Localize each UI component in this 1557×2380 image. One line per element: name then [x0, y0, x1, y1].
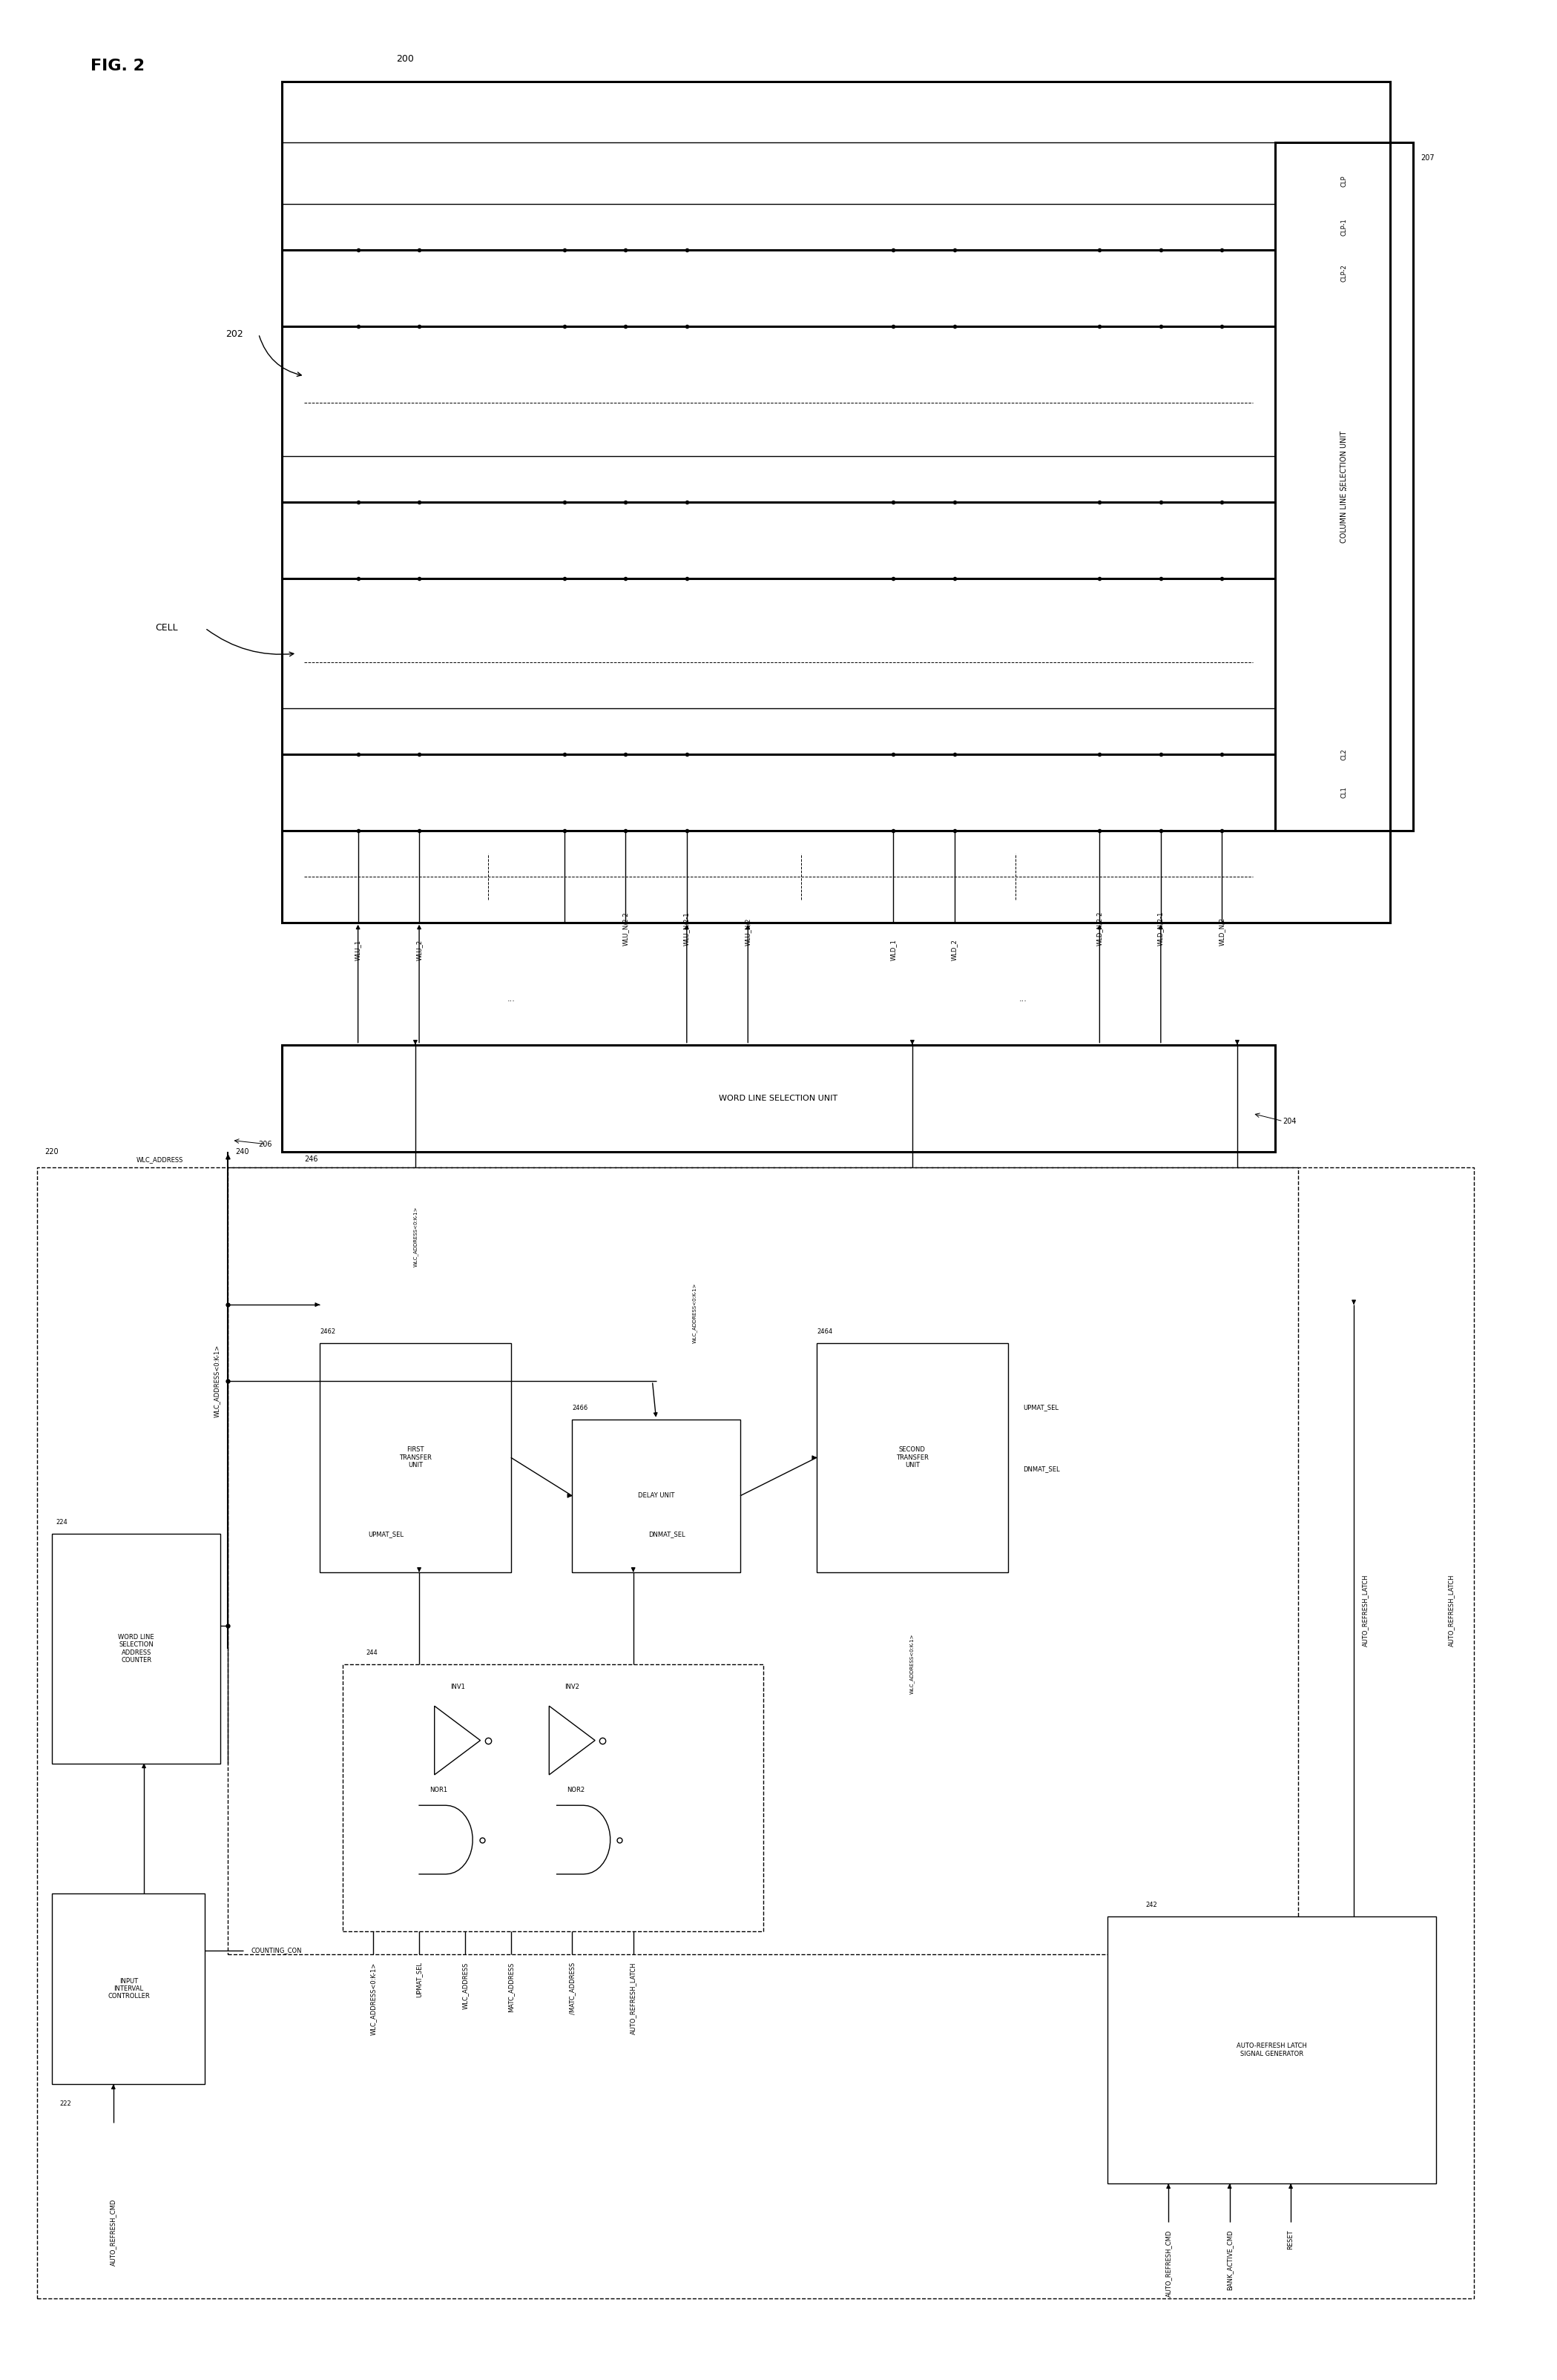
Text: AUTO_REFRESH_CMD: AUTO_REFRESH_CMD: [1165, 2230, 1172, 2297]
Text: 222: 222: [59, 2099, 72, 2106]
Text: COUNTING_CON: COUNTING_CON: [251, 1947, 302, 1954]
Text: UPMAT_SEL: UPMAT_SEL: [416, 1961, 422, 1997]
Bar: [1107, 1916, 1436, 2185]
Text: DELAY UNIT: DELAY UNIT: [638, 1492, 674, 1499]
Text: 2466: 2466: [571, 1404, 589, 1411]
Text: CL2: CL2: [1341, 747, 1348, 759]
Text: 244: 244: [366, 1649, 377, 1656]
Text: WLD_N/2-1: WLD_N/2-1: [1157, 912, 1165, 945]
Bar: [817, 1342, 1007, 1573]
Text: SECOND
TRANSFER
UNIT: SECOND TRANSFER UNIT: [895, 1447, 928, 1468]
Text: CELL: CELL: [156, 624, 177, 633]
Text: INV2: INV2: [565, 1683, 579, 1690]
Text: WLC_ADDRESS<0:K-1>: WLC_ADDRESS<0:K-1>: [371, 1961, 377, 2035]
Text: WLD_1: WLD_1: [891, 940, 897, 962]
Text: 2464: 2464: [817, 1328, 833, 1335]
Text: 2462: 2462: [319, 1328, 335, 1335]
Text: WLU_N/2-1: WLU_N/2-1: [684, 912, 690, 945]
Text: AUTO_REFRESH_LATCH: AUTO_REFRESH_LATCH: [631, 1961, 637, 2035]
Text: 220: 220: [45, 1147, 58, 1154]
Text: 207: 207: [1420, 155, 1434, 162]
Bar: [343, 1664, 763, 1933]
Text: WLD_2: WLD_2: [951, 940, 958, 962]
Text: FIG. 2: FIG. 2: [90, 60, 145, 74]
Text: AUTO_REFRESH_LATCH: AUTO_REFRESH_LATCH: [1448, 1573, 1454, 1647]
Text: DNMAT_SEL: DNMAT_SEL: [1023, 1466, 1060, 1473]
Text: AUTO_REFRESH_CMD: AUTO_REFRESH_CMD: [111, 2199, 117, 2266]
Text: ...: ...: [1341, 483, 1348, 490]
Text: 240: 240: [235, 1147, 249, 1154]
Text: 246: 246: [305, 1157, 318, 1164]
Bar: [37, 1166, 1474, 2299]
Text: CLP-1: CLP-1: [1341, 219, 1348, 236]
Text: 224: 224: [56, 1518, 67, 1526]
Text: RESET: RESET: [1288, 2230, 1294, 2249]
Text: WLC_ADDRESS: WLC_ADDRESS: [137, 1157, 184, 1164]
Text: WLC_ADDRESS<0:K-1>: WLC_ADDRESS<0:K-1>: [413, 1207, 417, 1266]
Text: 204: 204: [1283, 1119, 1297, 1126]
Text: 242: 242: [1146, 1902, 1157, 1909]
Text: WORD LINE SELECTION UNIT: WORD LINE SELECTION UNIT: [719, 1095, 838, 1102]
Text: WLD_N/2: WLD_N/2: [1219, 916, 1225, 945]
Text: UPMAT_SEL: UPMAT_SEL: [369, 1530, 403, 1537]
Text: INV1: INV1: [450, 1683, 464, 1690]
Text: WLD_N/2-2: WLD_N/2-2: [1096, 912, 1102, 945]
Text: WLC_ADDRESS<0:K-1>: WLC_ADDRESS<0:K-1>: [213, 1345, 220, 1418]
Text: MATC_ADDRESS: MATC_ADDRESS: [508, 1961, 514, 2011]
Bar: [53, 1535, 221, 1764]
Text: ...: ...: [1020, 995, 1028, 1002]
Text: CLP-2: CLP-2: [1341, 264, 1348, 281]
Text: WLU_1: WLU_1: [355, 940, 361, 962]
Bar: [1275, 143, 1414, 831]
Text: INPUT
INTERVAL
CONTROLLER: INPUT INTERVAL CONTROLLER: [107, 1978, 149, 1999]
Bar: [53, 1892, 206, 2085]
Text: 202: 202: [226, 328, 243, 338]
Bar: [571, 1418, 740, 1573]
Text: NOR2: NOR2: [567, 1787, 585, 1795]
Text: 200: 200: [395, 55, 414, 64]
Text: WLC_ADDRESS<0:K-1>: WLC_ADDRESS<0:K-1>: [691, 1283, 698, 1342]
Bar: [319, 1342, 511, 1573]
Text: CLP: CLP: [1341, 176, 1348, 186]
Text: FIRST
TRANSFER
UNIT: FIRST TRANSFER UNIT: [399, 1447, 431, 1468]
Text: /MATC_ADDRESS: /MATC_ADDRESS: [568, 1961, 576, 2013]
Bar: [227, 1166, 1299, 1954]
Text: WLU_2: WLU_2: [416, 940, 422, 962]
Text: BANK_ACTIVE_CMD: BANK_ACTIVE_CMD: [1227, 2230, 1233, 2290]
Text: WLU_N/2-2: WLU_N/2-2: [623, 912, 629, 945]
Bar: [282, 81, 1390, 923]
Text: WLC_ADDRESS<0:K-1>: WLC_ADDRESS<0:K-1>: [909, 1633, 916, 1695]
Text: WORD LINE
SELECTION
ADDRESS
COUNTER: WORD LINE SELECTION ADDRESS COUNTER: [118, 1633, 154, 1664]
Text: ...: ...: [508, 995, 515, 1002]
Text: WLC_ADDRESS: WLC_ADDRESS: [462, 1961, 469, 2009]
Text: AUTO_REFRESH_LATCH: AUTO_REFRESH_LATCH: [1362, 1573, 1369, 1647]
Text: UPMAT_SEL: UPMAT_SEL: [1023, 1404, 1059, 1411]
Text: DNMAT_SEL: DNMAT_SEL: [649, 1530, 685, 1537]
Text: CL1: CL1: [1341, 788, 1348, 797]
Text: WLU_N/2: WLU_N/2: [744, 919, 752, 945]
Text: AUTO-REFRESH LATCH
SIGNAL GENERATOR: AUTO-REFRESH LATCH SIGNAL GENERATOR: [1236, 2042, 1306, 2056]
Text: 206: 206: [258, 1140, 272, 1147]
Text: NOR1: NOR1: [430, 1787, 447, 1795]
Text: COLUMN LINE SELECTION UNIT: COLUMN LINE SELECTION UNIT: [1341, 431, 1348, 543]
Bar: [282, 1045, 1275, 1152]
